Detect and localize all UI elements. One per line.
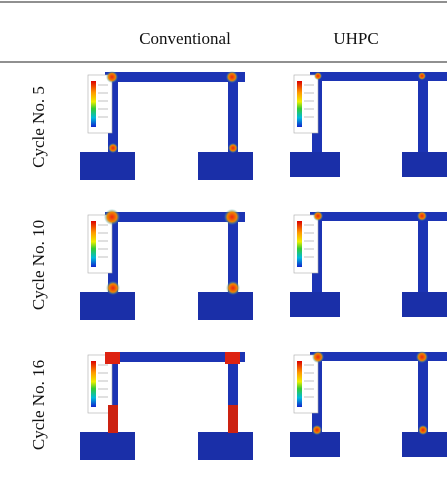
- contour-plot: [80, 209, 253, 320]
- contour-plot: [290, 211, 447, 317]
- row-label: Cycle No. 5: [29, 86, 48, 168]
- row-label: Cycle No. 16: [29, 360, 48, 450]
- row-label: Cycle No. 10: [29, 220, 48, 310]
- column-header: UHPC: [333, 29, 378, 48]
- column-header: Conventional: [139, 29, 231, 48]
- contour-plot: [290, 72, 447, 177]
- contour-plot: [80, 71, 253, 180]
- contour-plot: [290, 351, 447, 457]
- contour-plot: [80, 352, 253, 460]
